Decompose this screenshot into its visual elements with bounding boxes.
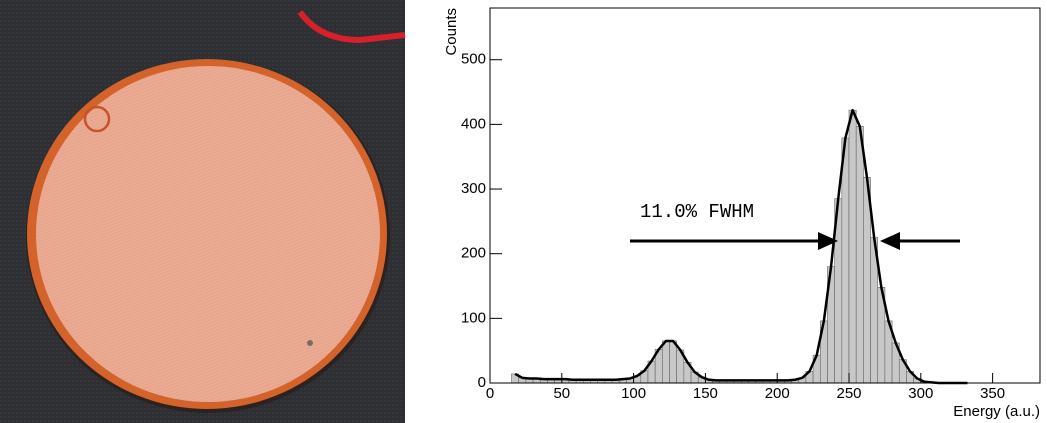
arrow-head <box>880 232 900 250</box>
disk-surface <box>36 66 380 402</box>
y-tick-label: 100 <box>461 309 486 326</box>
x-axis-label: Energy (a.u.) <box>953 403 1040 420</box>
y-tick-label: 500 <box>461 51 486 68</box>
x-tick-label: 150 <box>693 385 718 402</box>
y-tick-label: 0 <box>478 374 486 391</box>
bar <box>848 109 857 384</box>
y-tick-label: 200 <box>461 245 486 262</box>
x-tick-label: 100 <box>621 385 646 402</box>
x-tick-label: 250 <box>836 385 861 402</box>
bar <box>841 137 850 384</box>
x-tick-label: 200 <box>765 385 790 402</box>
x-tick-label: 350 <box>980 385 1005 402</box>
x-tick-label: 300 <box>908 385 933 402</box>
y-axis-label: Counts <box>443 8 460 56</box>
x-tick-label: 50 <box>553 385 570 402</box>
marked-spot <box>83 105 111 133</box>
bar <box>855 126 864 384</box>
arrow-head <box>818 232 838 250</box>
fit-curve <box>514 108 968 385</box>
histogram-chart: 11.0% FWHM Energy (a.u.) Counts <box>443 8 1040 420</box>
spot <box>307 340 313 346</box>
x-tick-label: 0 <box>486 385 494 402</box>
bar <box>662 340 670 384</box>
y-tick-label: 300 <box>461 180 486 197</box>
y-tick-label: 400 <box>461 115 486 132</box>
annotation: 11.0% FWHM <box>640 201 754 223</box>
red-wire <box>297 10 406 44</box>
photo <box>0 0 406 423</box>
bar <box>669 340 677 384</box>
plot-frame <box>489 7 1041 384</box>
